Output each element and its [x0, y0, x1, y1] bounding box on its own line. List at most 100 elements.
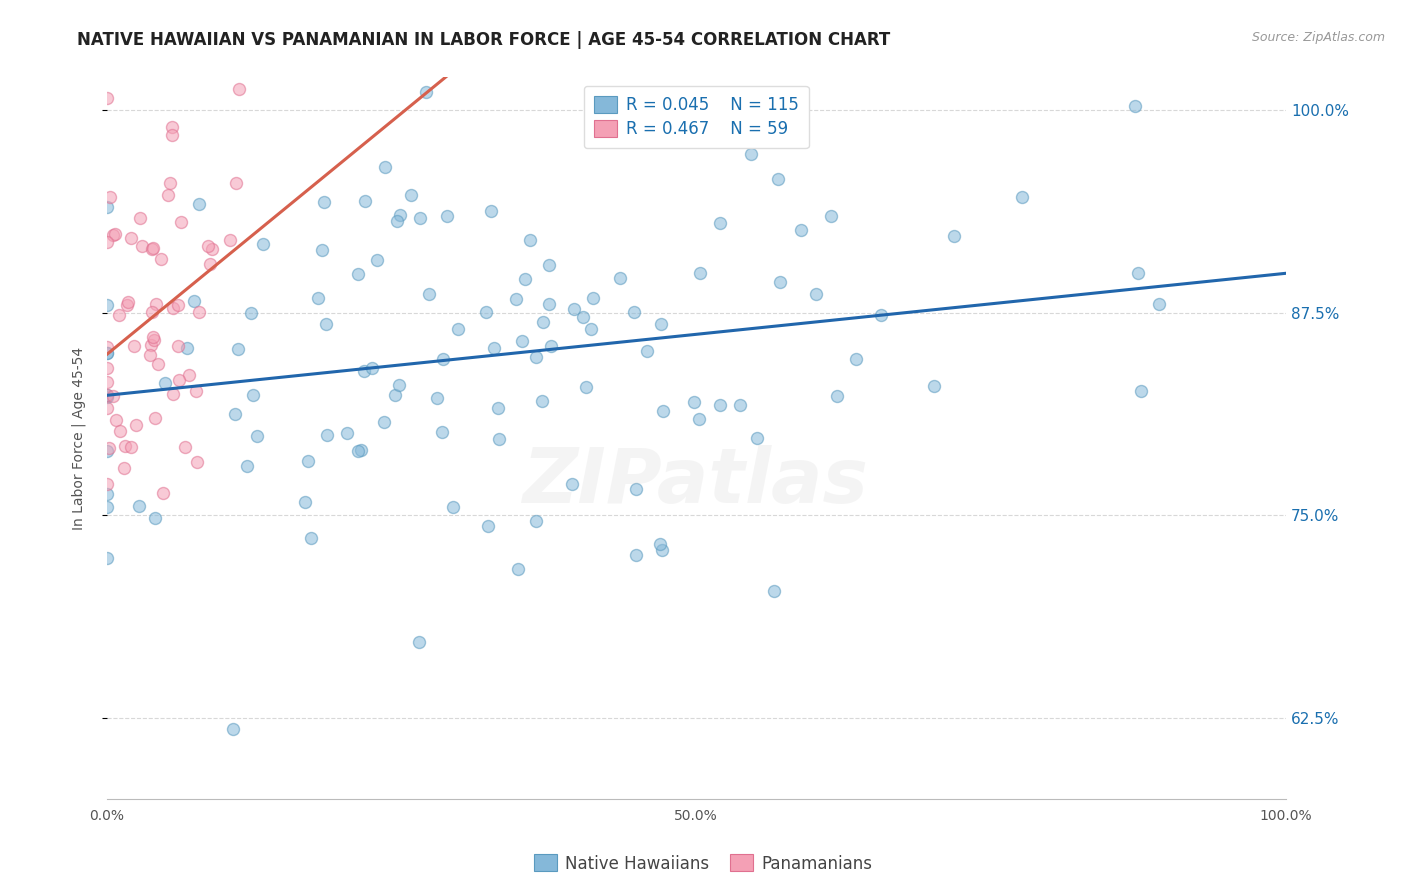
Point — [294, 495, 316, 509]
Point — [228, 82, 250, 96]
Point — [418, 287, 440, 301]
Point — [96, 477, 118, 491]
Point — [537, 297, 560, 311]
Point — [160, 128, 183, 142]
Point — [510, 334, 533, 348]
Point — [141, 304, 163, 318]
Point — [142, 329, 165, 343]
Point — [128, 499, 150, 513]
Point — [609, 271, 631, 285]
Point — [651, 404, 673, 418]
Point — [173, 440, 195, 454]
Point — [387, 214, 409, 228]
Text: Source: ZipAtlas.com: Source: ZipAtlas.com — [1251, 31, 1385, 45]
Point — [488, 432, 510, 446]
Point — [315, 318, 337, 332]
Point — [224, 408, 246, 422]
Point — [129, 211, 152, 226]
Point — [103, 227, 125, 241]
Point — [651, 543, 673, 558]
Point — [820, 209, 842, 223]
Point — [922, 379, 945, 393]
Point — [768, 172, 790, 186]
Point — [561, 477, 583, 491]
Point — [562, 301, 585, 316]
Point — [531, 315, 554, 329]
Point — [688, 412, 710, 426]
Point — [112, 461, 135, 475]
Point — [683, 395, 706, 409]
Point — [141, 337, 163, 351]
Point — [312, 194, 335, 209]
Point — [388, 377, 411, 392]
Point — [353, 194, 375, 208]
Point — [1128, 266, 1150, 280]
Point — [366, 252, 388, 267]
Point — [141, 242, 163, 256]
Point — [943, 229, 966, 244]
Point — [114, 439, 136, 453]
Point — [384, 388, 406, 402]
Point — [98, 441, 121, 455]
Point — [636, 343, 658, 358]
Point — [650, 317, 672, 331]
Point — [162, 387, 184, 401]
Text: ZIPatlas: ZIPatlas — [523, 444, 869, 518]
Point — [201, 242, 224, 256]
Point — [120, 230, 142, 244]
Point — [100, 190, 122, 204]
Point — [245, 429, 267, 443]
Point — [447, 322, 470, 336]
Point — [122, 339, 145, 353]
Point — [179, 368, 201, 383]
Point — [96, 500, 118, 514]
Point — [184, 384, 207, 398]
Point — [96, 444, 118, 458]
Point — [869, 308, 891, 322]
Point — [96, 345, 118, 359]
Point — [167, 339, 190, 353]
Point — [408, 634, 430, 648]
Point — [373, 415, 395, 429]
Point — [139, 348, 162, 362]
Point — [827, 389, 849, 403]
Point — [120, 440, 142, 454]
Point — [143, 510, 166, 524]
Point — [572, 310, 595, 325]
Point — [436, 209, 458, 223]
Point — [96, 388, 118, 402]
Point — [482, 341, 505, 355]
Point — [96, 346, 118, 360]
Point — [242, 388, 264, 402]
Point — [450, 55, 472, 70]
Point — [311, 244, 333, 258]
Point — [299, 531, 322, 545]
Point — [166, 297, 188, 311]
Point — [240, 306, 263, 320]
Point — [103, 389, 125, 403]
Point — [740, 147, 762, 161]
Point — [96, 235, 118, 250]
Point — [845, 351, 868, 366]
Point — [157, 188, 180, 202]
Point — [1147, 296, 1170, 310]
Point — [145, 297, 167, 311]
Point — [146, 357, 169, 371]
Legend: Native Hawaiians, Panamanians: Native Hawaiians, Panamanians — [527, 847, 879, 880]
Point — [709, 215, 731, 229]
Point — [624, 482, 647, 496]
Point — [183, 294, 205, 309]
Point — [153, 376, 176, 391]
Point — [790, 223, 813, 237]
Point — [408, 211, 430, 225]
Point — [531, 393, 554, 408]
Point — [479, 204, 502, 219]
Point — [1011, 190, 1033, 204]
Point — [149, 252, 172, 266]
Point — [650, 537, 672, 551]
Point — [143, 410, 166, 425]
Point — [159, 176, 181, 190]
Point — [96, 340, 118, 354]
Point — [426, 391, 449, 405]
Point — [198, 257, 221, 271]
